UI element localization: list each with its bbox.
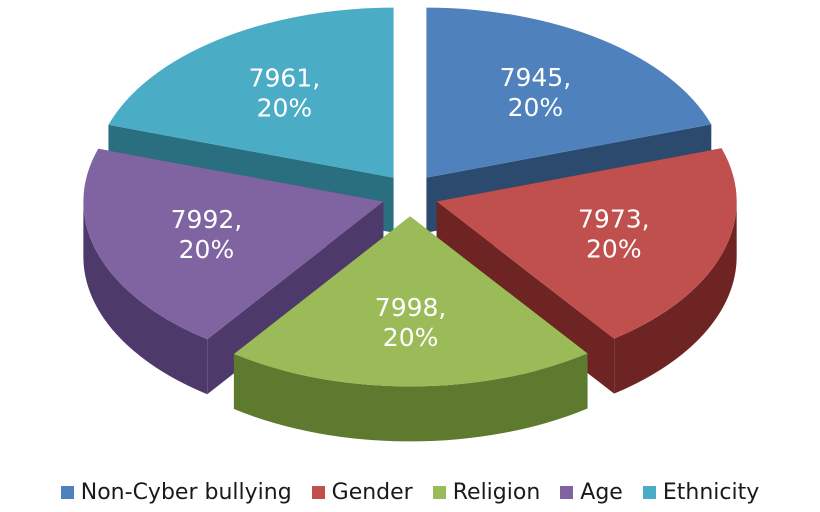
data-label-value: 7992, [171,205,243,234]
slice-outer-side [83,201,208,395]
data-label-value: 7998, [375,293,447,322]
data-label-non-cyber-bullying: 7945, 20% [500,63,572,122]
data-label-percent: 20% [586,235,642,264]
data-label-value: 7961, [249,63,321,92]
legend-label: Age [580,479,623,505]
legend-swatch [432,485,446,499]
data-label-percent: 20% [179,235,235,264]
legend-item-ethnicity: Ethnicity [642,479,760,505]
data-label-percent: 20% [383,323,439,352]
legend-item-gender: Gender [311,479,413,505]
legend-item-age: Age [560,480,623,505]
slice-top-face [233,216,588,387]
data-label-percent: 20% [257,93,313,122]
legend-label: Non-Cyber bullying [80,479,292,505]
slice-top-face [436,148,737,339]
legend-swatch [311,485,325,499]
chart-legend: Non-Cyber bullying Gender Religion Age Ethni… [0,472,820,512]
slice-outer-side [233,353,588,442]
slice-outer-side [614,201,737,394]
slice-top-face [108,7,394,178]
legend-swatch [60,485,74,499]
data-label-age: 7992, 20% [171,205,243,264]
slice-top-face [83,148,384,340]
data-label-value: 7945, [500,63,572,92]
legend-label: Religion [452,479,541,505]
data-label-ethnicity: 7961, 20% [249,63,321,122]
data-label-value: 7973, [578,205,650,234]
legend-item-non-cyber-bullying: Non-Cyber bullying [60,479,292,505]
legend-item-religion: Religion [432,479,541,505]
pie-data-labels: 7945, 20%7973, 20%7998, 20%7992, 20%7961, 20% [171,63,650,352]
data-label-gender: 7973, 20% [578,205,650,264]
data-label-religion: 7998, 20% [375,293,447,352]
data-label-percent: 20% [508,93,564,122]
slice-religion [233,216,588,442]
legend-label: Gender [331,479,413,505]
pie-slices [83,7,737,442]
pie-chart: 7945, 20%7973, 20%7998, 20%7992, 20%7961, 20% [83,7,737,442]
legend-swatch [560,485,574,499]
legend-swatch [642,485,656,499]
slice-top-face [426,7,712,178]
legend-label: Ethnicity [662,479,760,505]
